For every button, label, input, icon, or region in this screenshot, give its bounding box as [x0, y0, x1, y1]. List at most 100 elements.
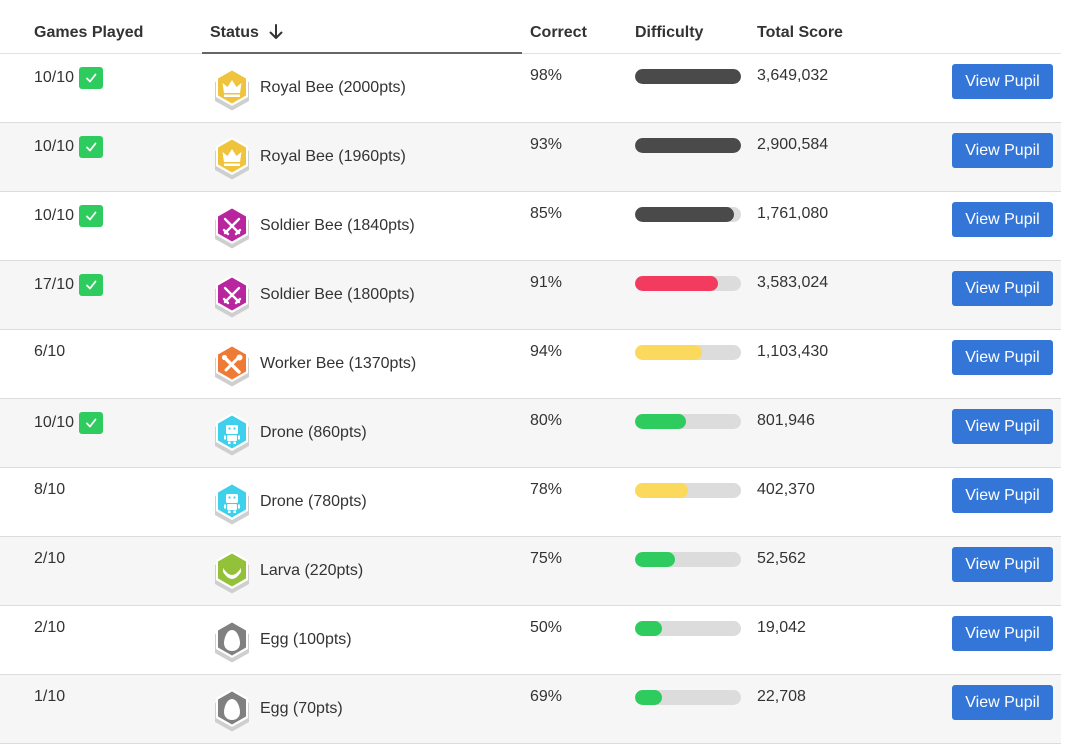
games-played-value: 6/10: [34, 343, 66, 360]
total-score: 801,946: [757, 412, 815, 429]
difficulty-bar: [635, 207, 741, 222]
correct-percentage: 85%: [530, 205, 563, 222]
difficulty-bar: [635, 552, 741, 567]
header-total-score[interactable]: Total Score: [757, 24, 843, 41]
view-pupil-button[interactable]: View Pupil: [952, 616, 1053, 651]
difficulty-bar-fill: [635, 552, 676, 567]
table-row: 10/10 Royal Bee (2000pts) 98% 3,649,032 View…: [0, 54, 1061, 123]
total-score: 402,370: [757, 481, 815, 498]
robot-icon: [212, 480, 252, 526]
difficulty-bar: [635, 690, 741, 705]
status-label: Soldier Bee (1840pts): [260, 217, 415, 234]
view-pupil-button[interactable]: View Pupil: [952, 478, 1053, 513]
view-pupil-button[interactable]: View Pupil: [952, 64, 1053, 99]
table-row: 2/10 Larva (220pts) 75% 52,562 View Pupil: [0, 537, 1061, 606]
header-status-label: Status: [210, 24, 259, 41]
correct-percentage: 80%: [530, 412, 563, 429]
difficulty-bar: [635, 621, 741, 636]
table-body: 10/10 Royal Bee (2000pts) 98% 3,649,032 View…: [0, 54, 1081, 744]
table-row: 1/10 Egg (70pts) 69% 22,708 View Pupil: [0, 675, 1061, 744]
games-played-cell: 10/10: [34, 67, 104, 89]
games-played-value: 1/10: [34, 688, 66, 705]
egg-icon: [212, 687, 252, 733]
checkmark-icon: [79, 412, 104, 434]
games-played-cell: 8/10: [34, 481, 65, 499]
status-label: Worker Bee (1370pts): [260, 355, 417, 372]
difficulty-bar: [635, 345, 741, 360]
correct-percentage: 94%: [530, 343, 563, 360]
view-pupil-button[interactable]: View Pupil: [952, 685, 1053, 720]
view-pupil-button[interactable]: View Pupil: [952, 340, 1053, 375]
games-played-value: 2/10: [34, 550, 66, 567]
correct-percentage: 75%: [530, 550, 563, 567]
header-games-played[interactable]: Games Played: [34, 24, 144, 41]
status-label: Soldier Bee (1800pts): [260, 286, 415, 303]
status-label: Egg (100pts): [260, 631, 352, 648]
crown-icon: [212, 66, 252, 112]
total-score: 19,042: [757, 619, 806, 636]
crossed-swords-icon: [212, 204, 252, 250]
table-row: 10/10 Royal Bee (1960pts) 93% 2,900,584 View…: [0, 123, 1061, 192]
games-played-cell: 10/10: [34, 136, 104, 158]
games-played-cell: 2/10: [34, 619, 65, 637]
table-row: 10/10 Soldier Bee (1840pts) 85% 1,761,080 Vi…: [0, 192, 1061, 261]
checkmark-icon: [79, 205, 104, 227]
header-difficulty[interactable]: Difficulty: [635, 24, 704, 41]
header-status[interactable]: Status: [202, 0, 522, 54]
view-pupil-button[interactable]: View Pupil: [952, 271, 1053, 306]
view-pupil-button[interactable]: View Pupil: [952, 133, 1053, 168]
view-pupil-button[interactable]: View Pupil: [952, 547, 1053, 582]
tools-icon: [212, 342, 252, 388]
games-played-cell: 1/10: [34, 688, 65, 706]
checkmark-icon: [79, 67, 104, 89]
total-score: 3,649,032: [757, 67, 829, 84]
difficulty-bar: [635, 138, 741, 153]
games-played-value: 2/10: [34, 619, 66, 636]
games-played-cell: 2/10: [34, 550, 65, 568]
games-played-value: 10/10: [34, 138, 75, 155]
difficulty-bar-fill: [635, 138, 741, 153]
checkmark-icon: [79, 274, 104, 296]
status-label: Drone (780pts): [260, 493, 367, 510]
difficulty-bar: [635, 414, 741, 429]
correct-percentage: 69%: [530, 688, 563, 705]
crossed-swords-icon: [212, 273, 252, 319]
difficulty-bar-fill: [635, 69, 741, 84]
games-played-cell: 17/10: [34, 274, 104, 296]
correct-percentage: 93%: [530, 136, 563, 153]
difficulty-bar-fill: [635, 414, 686, 429]
view-pupil-button[interactable]: View Pupil: [952, 202, 1053, 237]
header-correct[interactable]: Correct: [530, 24, 587, 41]
status-label: Larva (220pts): [260, 562, 364, 579]
table-row: 8/10 Drone (780pts) 78% 402,370 View Pupil: [0, 468, 1061, 537]
sort-descending-icon: [269, 24, 283, 45]
table-row: 10/10 Drone (860pts) 80% 801,946 View Pupil: [0, 399, 1061, 468]
total-score: 22,708: [757, 688, 806, 705]
view-pupil-button[interactable]: View Pupil: [952, 409, 1053, 444]
table-row: 17/10 Soldier Bee (1800pts) 91% 3,583,024 Vi…: [0, 261, 1061, 330]
table-row: 6/10 Worker Bee (1370pts) 94% 1,103,430 View…: [0, 330, 1061, 399]
status-label: Drone (860pts): [260, 424, 367, 441]
difficulty-bar: [635, 483, 741, 498]
total-score: 2,900,584: [757, 136, 829, 153]
status-label: Royal Bee (1960pts): [260, 148, 406, 165]
crown-icon: [212, 135, 252, 181]
robot-icon: [212, 411, 252, 457]
difficulty-bar-fill: [635, 207, 734, 222]
correct-percentage: 78%: [530, 481, 563, 498]
games-played-value: 10/10: [34, 414, 75, 431]
games-played-cell: 10/10: [34, 205, 104, 227]
difficulty-bar-fill: [635, 276, 718, 291]
difficulty-bar-fill: [635, 690, 662, 705]
egg-icon: [212, 618, 252, 664]
difficulty-bar-fill: [635, 483, 688, 498]
games-played-cell: 6/10: [34, 343, 65, 361]
table-row: 2/10 Egg (100pts) 50% 19,042 View Pupil: [0, 606, 1061, 675]
status-label: Egg (70pts): [260, 700, 343, 717]
total-score: 3,583,024: [757, 274, 829, 291]
correct-percentage: 91%: [530, 274, 563, 291]
difficulty-bar: [635, 69, 741, 84]
larva-icon: [212, 549, 252, 595]
checkmark-icon: [79, 136, 104, 158]
table-header: Games Played Status Correct Difficulty T…: [0, 0, 1061, 54]
